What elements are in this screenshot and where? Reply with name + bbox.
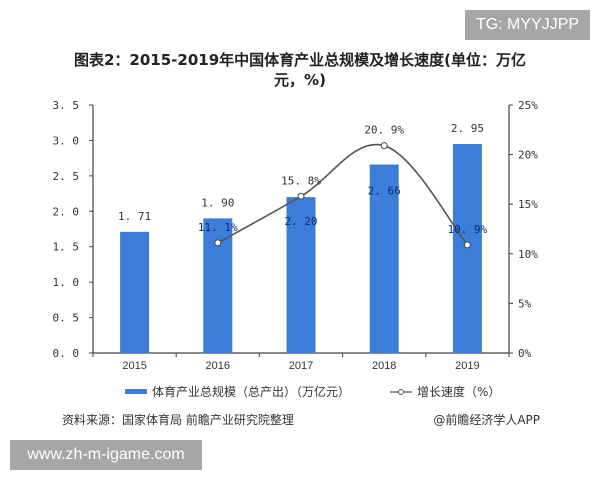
right-tick-label: 0% [518, 347, 532, 360]
growth-value-label: 10. 9% [448, 223, 488, 236]
watermark-site: www.zh-m-igame.com [10, 440, 202, 470]
growth-line [217, 143, 469, 246]
x-axis-ticks: 2015 2016 2017 2018 2019 [92, 353, 510, 372]
bar-swatch-icon [125, 389, 147, 394]
right-tick-label: 5% [518, 297, 532, 310]
line-marker-icon [390, 387, 413, 397]
bar [286, 197, 316, 353]
x-tick-label: 2017 [289, 360, 313, 372]
legend-bar-label: 体育产业总规模（总产出）（万亿元） [152, 385, 351, 399]
bar [369, 164, 399, 353]
right-tick-label: 15% [518, 198, 538, 211]
x-tick-label: 2018 [372, 360, 396, 372]
left-tick-label: 1. 0 [53, 276, 80, 289]
credit-note: @前瞻经济学人APP [433, 413, 540, 427]
bar [452, 143, 482, 353]
growth-value-label: 15. 8% [281, 174, 321, 187]
bar-value-label: 1. 90 [201, 196, 234, 209]
bar-value-label: 1. 71 [118, 210, 151, 223]
bar [203, 218, 233, 353]
right-tick-label: 20% [518, 149, 538, 162]
bar-value-label: 2. 66 [368, 185, 401, 198]
legend-line-label: 增长速度（%） [417, 385, 501, 399]
data-labels: 1. 71 1. 90 2. 20 2. 66 2. 95 11. 1% 15. 8% 20.… [118, 122, 488, 236]
x-tick-label: 2019 [455, 360, 479, 372]
growth-value-label: 11. 1% [198, 221, 238, 234]
legend: 体育产业总规模（总产出）（万亿元） 增长速度（%） [125, 383, 540, 400]
left-tick-label: 0. 0 [53, 347, 80, 360]
left-tick-label: 3. 5 [53, 99, 80, 112]
x-tick-label: 2015 [122, 360, 146, 372]
left-tick-label: 3. 0 [53, 134, 80, 147]
legend-item-line: 增长速度（%） [390, 383, 500, 400]
growth-value-label: 20. 9% [364, 124, 404, 137]
line-marker [214, 239, 222, 247]
left-tick-label: 2. 0 [53, 205, 80, 218]
bar-value-label: 2. 20 [284, 215, 317, 228]
legend-item-bar: 体育产业总规模（总产出）（万亿元） [125, 383, 350, 400]
left-axis-ticks: 0. 0 0. 5 1. 0 1. 5 2. 0 2. 5 3. 0 3. 5 [53, 99, 93, 360]
left-tick-label: 2. 5 [53, 170, 80, 183]
watermark-tg: TG: MYYJJPP [465, 10, 590, 40]
line-series [214, 142, 471, 249]
left-tick-label: 1. 5 [53, 241, 80, 254]
bar-value-label: 2. 95 [451, 122, 484, 135]
right-tick-label: 10% [518, 248, 538, 261]
left-tick-label: 0. 5 [53, 312, 80, 325]
right-axis-ticks: 0% 5% 10% 15% 20% 25% [509, 99, 538, 360]
x-tick-label: 2016 [206, 360, 230, 372]
bar [120, 231, 150, 353]
bar-series [120, 143, 482, 353]
line-marker [297, 192, 305, 200]
right-tick-label: 25% [518, 99, 538, 112]
source-note: 资料来源：国家体育局 前瞻产业研究院整理 [62, 413, 294, 427]
line-marker [380, 142, 388, 150]
line-marker [463, 241, 471, 249]
chart-title: 图表2：2015-2019年中国体育产业总规模及增长速度(单位：万亿元，%) [73, 51, 527, 89]
